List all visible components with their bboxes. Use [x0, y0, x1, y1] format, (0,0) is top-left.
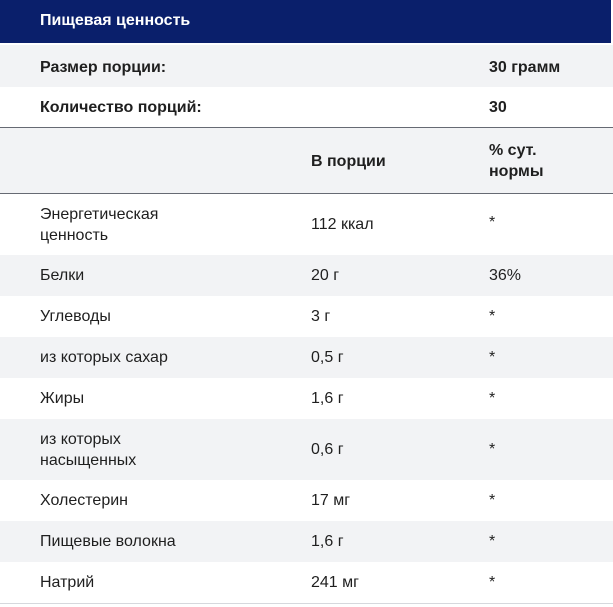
nutrient-name: Углеводы — [40, 308, 111, 325]
divider — [0, 127, 613, 128]
nutrient-name: Белки — [40, 267, 85, 284]
per-serving-value: 1,6 г — [311, 390, 344, 407]
servings-count-value: 30 — [489, 99, 507, 116]
per-serving-value: 241 мг — [311, 574, 359, 591]
per-serving-value: 17 мг — [311, 492, 351, 509]
per-serving-value: 0,5 г — [311, 349, 344, 366]
daily-value: * — [489, 390, 496, 407]
nutrient-name: Пищевые волокна — [40, 533, 176, 550]
daily-value: * — [489, 574, 496, 591]
daily-value: * — [489, 492, 496, 509]
servings-count-label: Количество порций: — [40, 99, 202, 116]
per-serving-value: 112 ккал — [311, 216, 374, 233]
table-header: Пищевая ценность — [0, 0, 613, 43]
daily-value-header: % сут. нормы — [489, 142, 544, 180]
table-row: из которых сахар 0,5 г * — [0, 337, 613, 378]
table-row: Белки 20 г 36% — [0, 255, 613, 296]
daily-value: * — [489, 349, 496, 366]
daily-value: * — [489, 214, 496, 231]
serving-size-label: Размер порции: — [40, 59, 167, 76]
table-row: Углеводы 3 г * — [0, 296, 613, 337]
per-serving-value: 0,6 г — [311, 441, 344, 458]
per-serving-header: В порции — [311, 153, 386, 170]
daily-value: * — [489, 533, 496, 550]
nutrient-name: Жиры — [40, 390, 85, 407]
divider — [0, 193, 613, 194]
table-row: из которых насыщенных 0,6 г * — [0, 419, 613, 480]
serving-size-row: Размер порции: 30 грамм — [0, 45, 613, 87]
per-serving-value: 20 г — [311, 267, 340, 284]
servings-count-row: Количество порций: 30 — [0, 87, 613, 127]
nutrient-name: Холестерин — [40, 492, 128, 509]
table-row: Холестерин 17 мг * — [0, 480, 613, 521]
table-row: Пищевые волокна 1,6 г * — [0, 521, 613, 562]
nutrient-name: из которых насыщенных — [40, 431, 137, 469]
per-serving-value: 3 г — [311, 308, 331, 325]
per-serving-value: 1,6 г — [311, 533, 344, 550]
divider — [0, 603, 613, 604]
nutrient-name: Натрий — [40, 574, 95, 591]
serving-size-value: 30 грамм — [489, 59, 561, 76]
nutrient-name: из которых сахар — [40, 349, 168, 366]
table-row: Энергетическая ценность 112 ккал * — [0, 194, 613, 255]
daily-value: * — [489, 308, 496, 325]
nutrient-name: Энергетическая ценность — [40, 206, 159, 244]
daily-value: * — [489, 441, 496, 458]
table-row: Жиры 1,6 г * — [0, 378, 613, 419]
daily-value: 36% — [489, 267, 522, 284]
table-row: Натрий 241 мг * — [0, 562, 613, 603]
column-header-row: В порции % сут. нормы — [0, 128, 613, 193]
table-title: Пищевая ценность — [40, 12, 191, 29]
